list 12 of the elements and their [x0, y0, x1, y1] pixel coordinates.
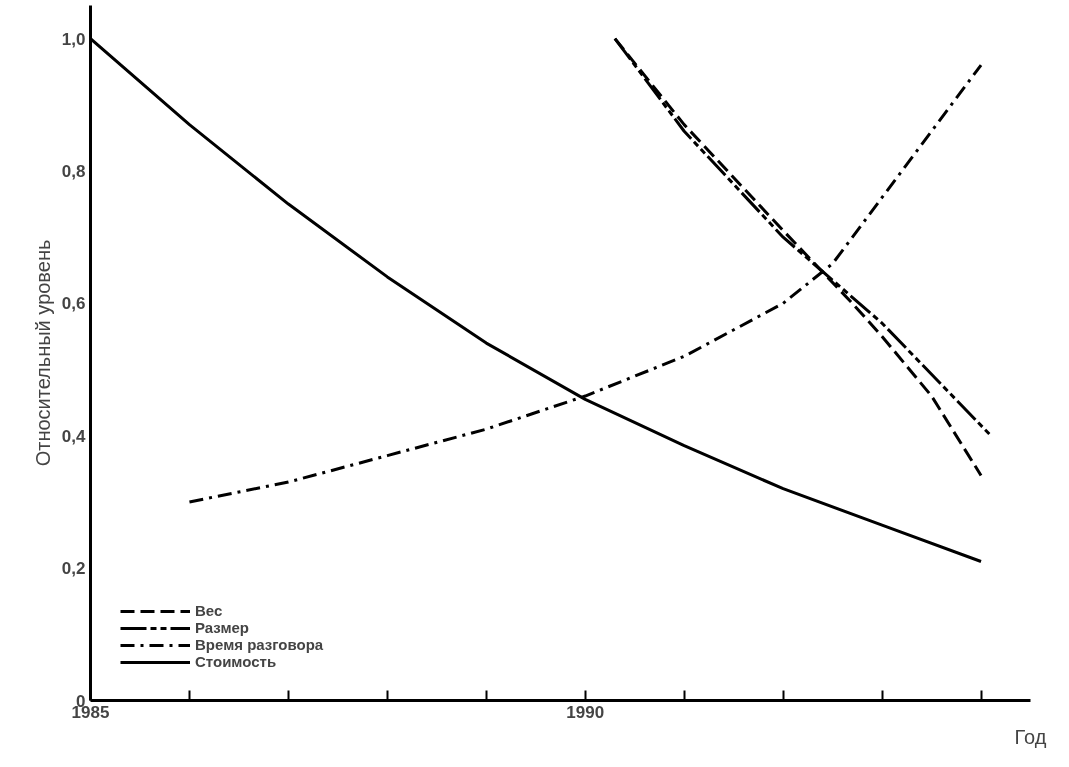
x-axis-title: Год: [1014, 725, 1047, 748]
y-tick-label: 0,6: [61, 294, 86, 314]
y-tick-label: 1,0: [61, 29, 86, 49]
x-tick-label: 1990: [566, 702, 605, 722]
y-tick-label: 0,4: [61, 426, 87, 446]
y-tick-label: 0,8: [61, 161, 86, 181]
legend-label: Размер: [195, 619, 250, 636]
legend-label: Стоимость: [195, 653, 277, 670]
y-axis-title: Относительный уровень: [31, 239, 54, 467]
y-tick-label: 0,2: [61, 559, 86, 579]
legend-label: Время разговора: [195, 636, 324, 653]
legend-label: Вес: [195, 602, 223, 619]
